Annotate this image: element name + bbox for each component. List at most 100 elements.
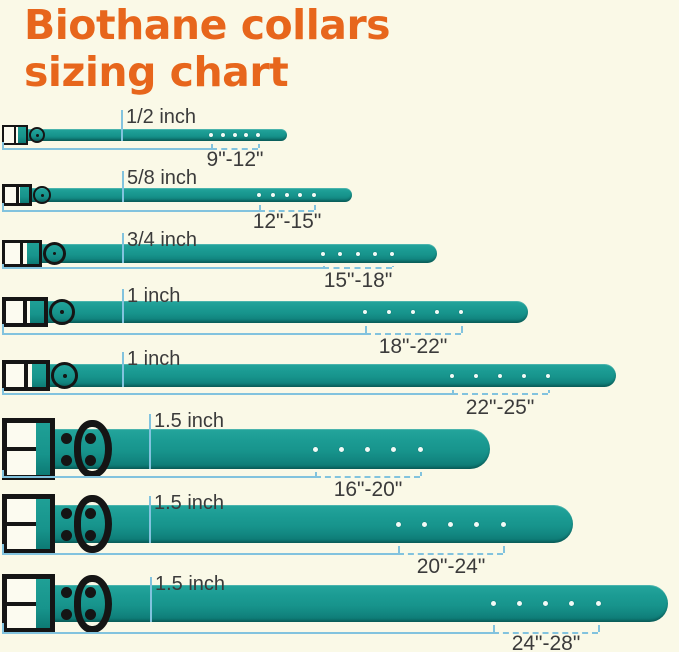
strap-hole [596, 601, 601, 606]
strap-through-buckle [27, 243, 39, 264]
size-range-label: 24"-28" [511, 632, 581, 652]
title-line1: Biothane collars [24, 1, 391, 49]
measure-tick [493, 625, 495, 632]
d-ring-icon [74, 420, 112, 478]
buckle-pin [36, 134, 39, 137]
strap-hole [435, 310, 439, 314]
buckle-center-bar [16, 185, 19, 205]
width-label: 1.5 inch [155, 573, 226, 595]
strap-hole [396, 522, 401, 527]
strap-through-buckle [36, 423, 50, 475]
strap-hole [522, 374, 526, 378]
buckle-ring-icon [43, 242, 66, 265]
title-line2: sizing chart [24, 48, 289, 97]
measure-left-edge [2, 470, 4, 476]
size-range-label: 15"-18" [323, 269, 393, 292]
width-label: 1.5 inch [154, 492, 225, 514]
strap-hole [501, 522, 506, 527]
measure-tick [211, 144, 213, 148]
strap-hole [498, 374, 502, 378]
measure-line-solid [2, 333, 365, 335]
measure-tick [548, 390, 550, 393]
width-label: 5/8 inch [127, 167, 198, 189]
strap-hole [285, 193, 289, 197]
measure-line-solid [2, 210, 259, 212]
width-tick [150, 577, 152, 622]
strap-hole [422, 522, 427, 527]
strap-hole [474, 374, 478, 378]
d-ring-icon [74, 575, 112, 633]
rivet-icon [61, 530, 72, 541]
strap-hole [338, 252, 342, 256]
measure-left-edge [2, 544, 4, 553]
strap-through-buckle [32, 364, 46, 387]
strap-hole [356, 252, 360, 256]
buckle-center-bar [20, 241, 23, 266]
strap-hole [221, 133, 225, 137]
size-range-label: 22"-25" [465, 396, 535, 419]
measure-line-solid [2, 148, 211, 150]
width-tick [122, 233, 124, 263]
measure-tick [323, 266, 325, 267]
strap-hole [313, 447, 318, 452]
measure-left-edge [2, 388, 4, 393]
measure-tick [503, 546, 505, 553]
strap-hole [257, 193, 261, 197]
measure-tick [365, 326, 367, 333]
buckle-ring-icon [29, 127, 45, 143]
strap-through-buckle [30, 301, 44, 323]
strap-through-buckle [36, 499, 50, 549]
buckle-pin [63, 374, 67, 378]
strap-hole [312, 193, 316, 197]
buckle-center-bar [5, 602, 52, 606]
buckle-pin [41, 194, 44, 197]
strap-through-buckle [20, 187, 29, 203]
strap-hole [233, 133, 237, 137]
buckle-center-bar [5, 447, 52, 451]
measure-left-edge [2, 324, 4, 333]
measure-line-dashed [452, 393, 548, 395]
measure-tick [314, 205, 316, 210]
strap-hole [373, 252, 377, 256]
measure-line-dashed [211, 148, 258, 150]
width-tick [149, 414, 151, 469]
width-tick [122, 171, 124, 202]
buckle-center-bar [23, 298, 27, 326]
measure-line-solid [2, 632, 493, 634]
measure-line-dashed [365, 333, 461, 335]
buckle-center-bar [24, 361, 28, 390]
rivet-icon [61, 433, 72, 444]
measure-line-solid [2, 267, 323, 269]
strap-hole [271, 193, 275, 197]
size-range-label: 20"-24" [416, 555, 486, 578]
measure-tick [315, 472, 317, 476]
strap-hole [339, 447, 344, 452]
measure-tick [420, 472, 422, 476]
rivet-icon [61, 508, 72, 519]
buckle-ring-icon [49, 299, 75, 325]
rivet-icon [61, 609, 72, 620]
strap-hole [391, 447, 396, 452]
buckle-pin [60, 310, 64, 314]
width-tick [121, 110, 123, 141]
strap-hole [569, 601, 574, 606]
strap-hole [387, 310, 391, 314]
measure-tick [598, 625, 600, 632]
measure-line-dashed [493, 632, 598, 634]
width-label: 1.5 inch [154, 410, 225, 432]
measure-left-edge [2, 203, 4, 210]
strap-hole [418, 447, 423, 452]
width-tick [122, 352, 124, 387]
strap-hole [450, 374, 454, 378]
measure-tick [392, 266, 394, 267]
measure-left-edge [2, 623, 4, 632]
strap-hole [517, 601, 522, 606]
buckle-center-bar [5, 522, 52, 526]
strap-hole [298, 193, 302, 197]
measure-tick [259, 205, 261, 210]
page-title: Biothane collars sizing chart [24, 1, 391, 97]
buckle-ring-icon [33, 186, 51, 204]
measure-tick [258, 144, 260, 148]
rivet-icon [61, 587, 72, 598]
